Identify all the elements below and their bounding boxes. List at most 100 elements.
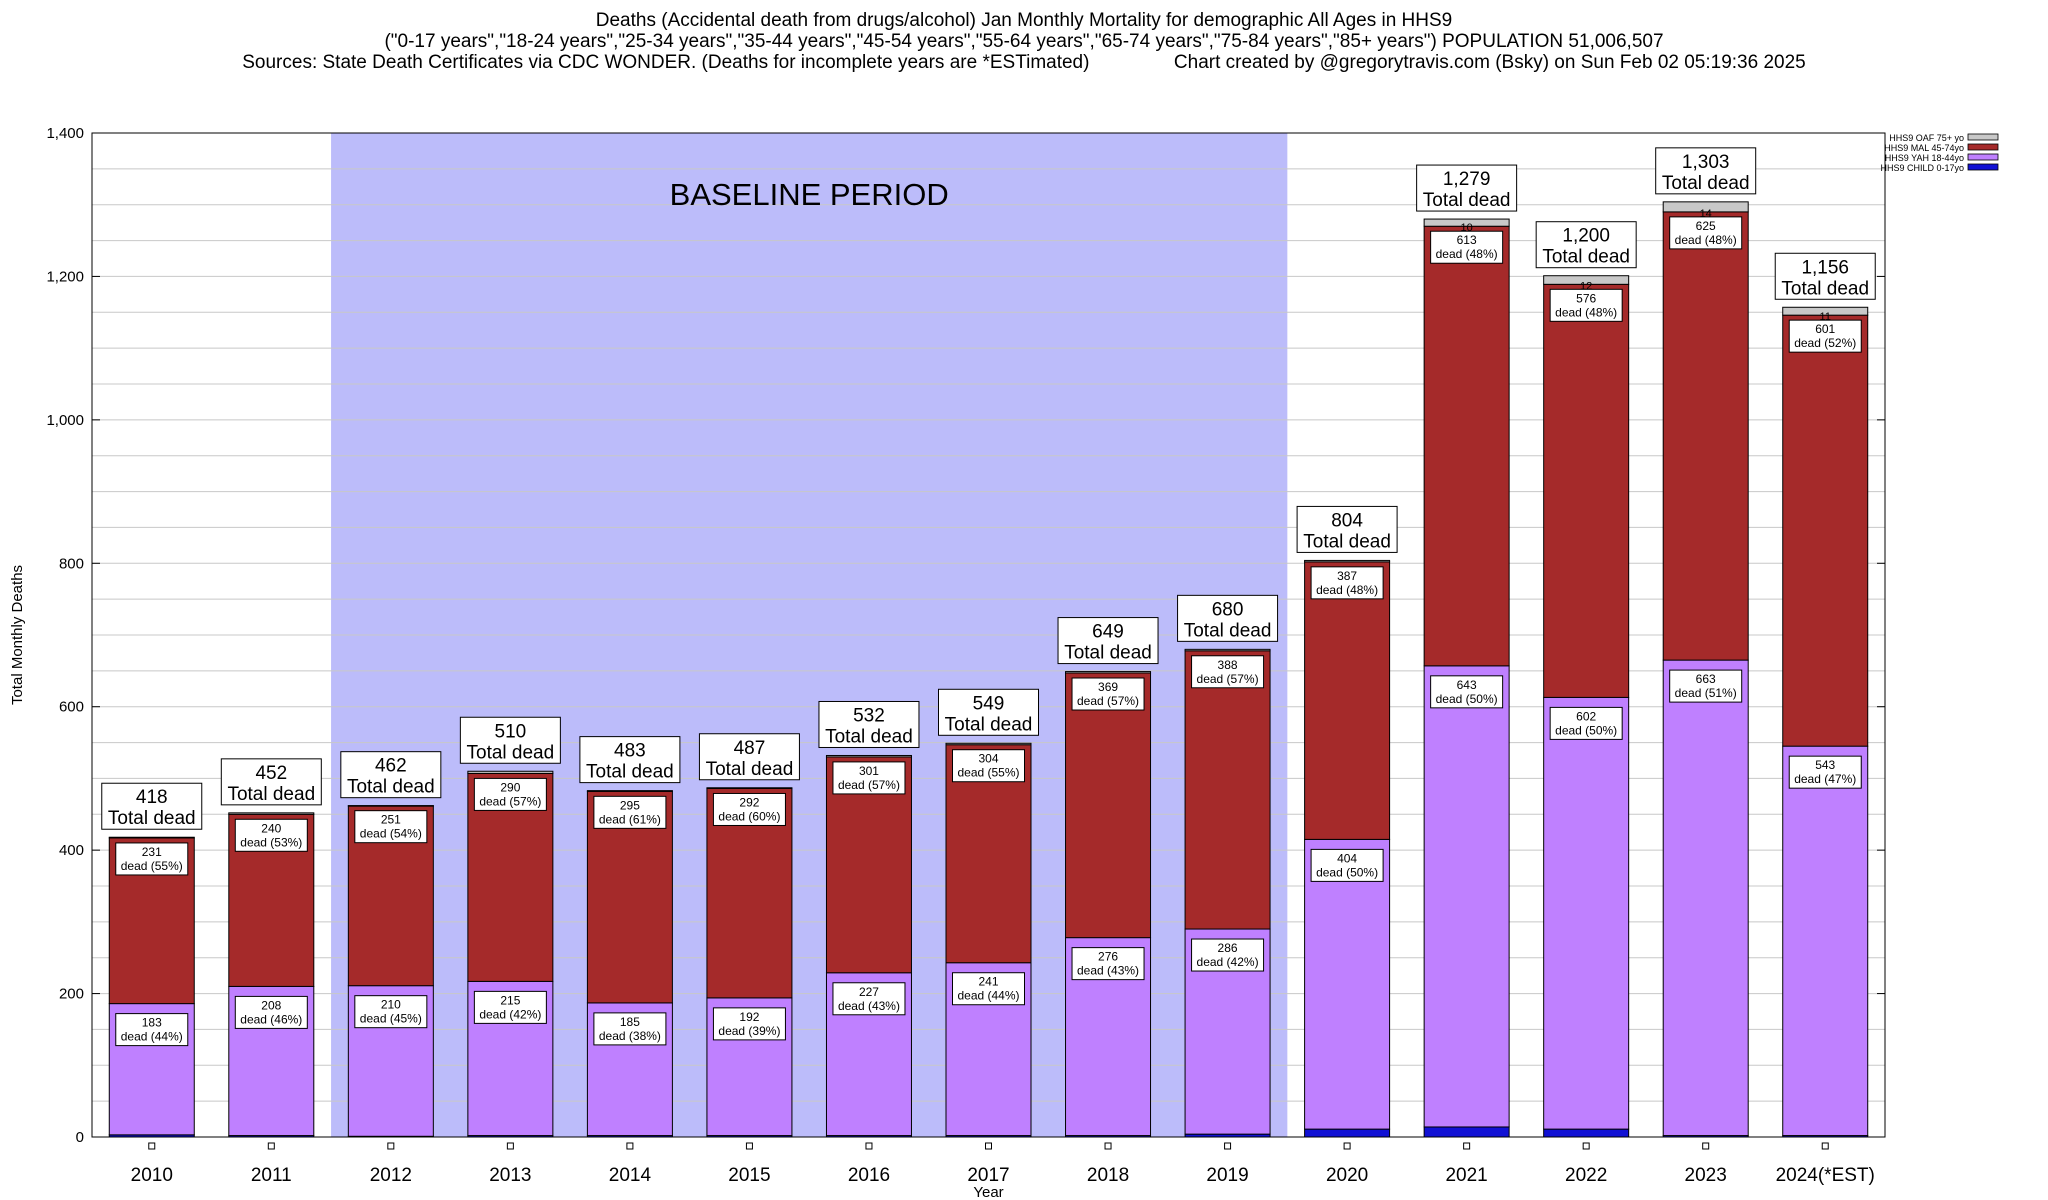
- total-value-label: 1,279: [1443, 169, 1491, 190]
- mal-data-label: 625: [1696, 219, 1716, 233]
- yah-data-label-box: [593, 1012, 667, 1046]
- x-tick-label: 2017: [967, 1165, 1009, 1186]
- mal-data-label: dead (54%): [360, 827, 422, 841]
- bar-oaf: [1662, 201, 1749, 213]
- total-suffix-label: Total dead: [586, 762, 674, 783]
- bar-oaf: [1782, 306, 1869, 316]
- chart-subtitle-age-groups: ("0-17 years","18-24 years","25-34 years…: [384, 31, 1664, 52]
- total-suffix-label: Total dead: [706, 759, 794, 780]
- yah-data-label: 276: [1098, 950, 1118, 964]
- yah-data-label: 215: [500, 993, 520, 1007]
- total-suffix-label: Total dead: [1303, 531, 1391, 552]
- mal-data-label-box: [234, 818, 308, 852]
- yah-data-label-box: [354, 995, 428, 1029]
- oaf-data-label: 10: [1461, 222, 1473, 234]
- mal-data-label-box: [712, 792, 786, 826]
- yah-data-label: dead (51%): [1675, 686, 1737, 700]
- x-tick-label: 2016: [848, 1165, 890, 1186]
- mal-data-label: 251: [381, 813, 401, 827]
- x-tick-label: 2012: [370, 1165, 412, 1186]
- total-value-label: 418: [136, 787, 168, 808]
- bar-oaf: [1065, 671, 1152, 674]
- total-suffix-label: Total dead: [945, 714, 1033, 735]
- bar-oaf: [945, 742, 1032, 746]
- bar-yah: [1662, 659, 1749, 1137]
- mal-data-label: 290: [500, 780, 520, 794]
- yah-data-label: 663: [1696, 672, 1716, 686]
- yah-data-label: dead (42%): [1197, 955, 1259, 969]
- yah-data-label-box: [234, 995, 308, 1029]
- bar-oaf: [706, 787, 793, 789]
- x-marker: [1224, 1142, 1232, 1150]
- total-value-label: 680: [1212, 599, 1244, 620]
- y-axis-label: Total Monthly Deaths: [9, 565, 26, 705]
- mal-data-label: dead (48%): [1316, 583, 1378, 597]
- mal-data-label-box: [832, 761, 906, 795]
- x-marker: [1821, 1142, 1829, 1150]
- bar-oaf: [228, 812, 315, 815]
- legend-label: HHS9 OAF 75+ yo: [1889, 133, 1964, 143]
- x-tick-label: 2019: [1206, 1165, 1248, 1186]
- yah-data-label: dead (44%): [957, 989, 1019, 1003]
- total-label-box: [1655, 147, 1757, 195]
- yah-data-label: 210: [381, 998, 401, 1012]
- yah-data-label-box: [1788, 755, 1862, 789]
- total-suffix-label: Total dead: [467, 742, 555, 763]
- yah-data-label: dead (50%): [1316, 865, 1378, 879]
- mal-data-label: 240: [261, 821, 281, 835]
- x-tick-label: 2020: [1326, 1165, 1368, 1186]
- yah-data-label-box: [1669, 669, 1743, 703]
- y-tick-label: 1,000: [46, 412, 84, 429]
- yah-data-label: dead (45%): [360, 1012, 422, 1026]
- bar-mal: [1662, 211, 1749, 661]
- x-marker: [148, 1142, 156, 1150]
- x-marker: [506, 1142, 514, 1150]
- total-value-label: 483: [614, 741, 646, 762]
- bar-yah: [1304, 838, 1391, 1130]
- mal-data-label: 301: [859, 764, 879, 778]
- bar-mal: [1065, 672, 1152, 939]
- chart-title: Deaths (Accidental death from drugs/alco…: [595, 10, 1453, 31]
- yah-data-label-box: [473, 990, 547, 1024]
- total-label-box: [818, 700, 920, 748]
- y-tick-label: 1,400: [46, 125, 84, 142]
- bar-child: [1543, 1128, 1630, 1138]
- total-label-box: [1416, 164, 1518, 212]
- legend-swatch: [1967, 153, 1999, 161]
- yah-data-label-box: [1191, 938, 1265, 972]
- mal-data-label-box: [1310, 566, 1384, 600]
- total-value-label: 487: [734, 738, 766, 759]
- bar-oaf: [467, 770, 554, 774]
- yah-data-label-box: [712, 1007, 786, 1041]
- mal-data-label-box: [354, 810, 428, 844]
- x-tick-label: 2018: [1087, 1165, 1129, 1186]
- y-tick-label: 800: [59, 555, 84, 572]
- bar-mal: [1304, 561, 1391, 840]
- yah-data-label: 208: [261, 998, 281, 1012]
- mal-data-label: dead (48%): [1436, 247, 1498, 261]
- x-marker: [985, 1142, 992, 1150]
- total-value-label: 462: [375, 756, 407, 777]
- x-tick-label: 2011: [251, 1165, 292, 1186]
- bar-mal: [1543, 283, 1630, 698]
- bar-mal: [1782, 314, 1869, 747]
- yah-data-label: dead (44%): [121, 1030, 183, 1044]
- total-suffix-label: Total dead: [1184, 620, 1272, 641]
- x-marker: [626, 1142, 634, 1150]
- total-suffix-label: Total dead: [1542, 247, 1630, 268]
- total-suffix-label: Total dead: [1423, 190, 1511, 211]
- x-tick-label: 2010: [131, 1165, 173, 1186]
- bar-yah: [1543, 696, 1630, 1130]
- total-label-box: [1774, 252, 1876, 300]
- total-label-box: [220, 758, 322, 806]
- yah-data-label-box: [1310, 848, 1384, 882]
- total-value-label: 1,156: [1801, 257, 1849, 278]
- legend-swatch: [1967, 133, 1999, 141]
- x-tick-label: 2023: [1685, 1165, 1727, 1186]
- total-value-label: 532: [853, 705, 885, 726]
- yah-data-label: dead (50%): [1436, 692, 1498, 706]
- oaf-data-label: 14: [1700, 208, 1712, 220]
- yah-data-label: dead (43%): [838, 999, 900, 1013]
- total-value-label: 1,200: [1562, 226, 1610, 247]
